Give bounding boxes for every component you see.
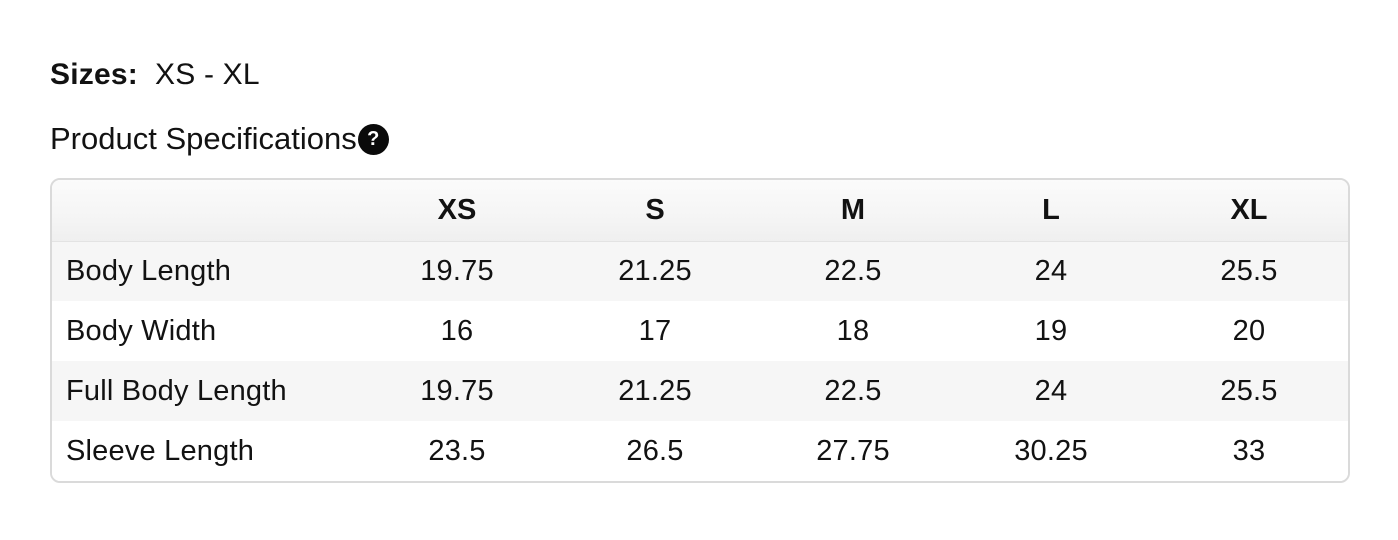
spec-value: 19.75 xyxy=(420,374,494,407)
row-label: Sleeve Length xyxy=(66,434,255,467)
col-header-s: S xyxy=(556,180,754,242)
table-row: Sleeve Length 23.5 26.5 27.75 30.25 33 xyxy=(52,421,1348,481)
spec-value: 33 xyxy=(1232,434,1266,467)
spec-title: Product Specifications xyxy=(50,121,357,156)
spec-value: 27.75 xyxy=(816,434,890,467)
spec-value: 20 xyxy=(1232,314,1266,347)
question-mark-icon[interactable]: ? xyxy=(357,123,389,155)
header-row: XS S M L XL xyxy=(52,180,1348,242)
spec-value: 25.5 xyxy=(1220,254,1278,287)
sizes-range xyxy=(146,58,155,91)
spec-value: 24 xyxy=(1034,254,1068,287)
spec-value: 16 xyxy=(440,314,474,347)
product-spec-panel: Sizes: XS - XL Product Specifications ? … xyxy=(50,58,1350,483)
sizes-label: Sizes: xyxy=(50,58,138,91)
spec-title-row: Product Specifications ? xyxy=(50,121,1350,157)
spec-value: 22.5 xyxy=(824,374,882,407)
row-label: Body Width xyxy=(66,314,217,347)
spec-value: 21.25 xyxy=(618,374,692,407)
spec-value: 18 xyxy=(836,314,870,347)
spec-value: 24 xyxy=(1034,374,1068,407)
spec-value: 21.25 xyxy=(618,254,692,287)
spec-table-container: XS S M L XL Body Length 19.75 21.25 22.5… xyxy=(50,178,1350,483)
table-row: Body Length 19.75 21.25 22.5 24 25.5 xyxy=(52,241,1348,301)
col-header-blank xyxy=(52,180,358,242)
spec-value: 23.5 xyxy=(428,434,486,467)
col-header-xl: XL xyxy=(1150,180,1348,242)
row-label: Full Body Length xyxy=(66,374,287,407)
row-label: Body Length xyxy=(66,254,232,287)
spec-value: 17 xyxy=(638,314,672,347)
sizes-summary: Sizes: XS - XL xyxy=(50,58,1350,92)
table-row: Full Body Length 19.75 21.25 22.5 24 25.… xyxy=(52,361,1348,421)
spec-value: 26.5 xyxy=(626,434,684,467)
spec-value: 30.25 xyxy=(1014,434,1088,467)
sizes-range-value: XS - XL xyxy=(155,58,260,91)
col-header-l: L xyxy=(952,180,1150,242)
col-header-xs: XS xyxy=(358,180,556,242)
spec-value: 25.5 xyxy=(1220,374,1278,407)
spec-value: 19 xyxy=(1034,314,1068,347)
spec-table: XS S M L XL Body Length 19.75 21.25 22.5… xyxy=(52,180,1348,481)
col-header-m: M xyxy=(754,180,952,242)
spec-value: 22.5 xyxy=(824,254,882,287)
table-row: Body Width 16 17 18 19 20 xyxy=(52,301,1348,361)
spec-value: 19.75 xyxy=(420,254,494,287)
